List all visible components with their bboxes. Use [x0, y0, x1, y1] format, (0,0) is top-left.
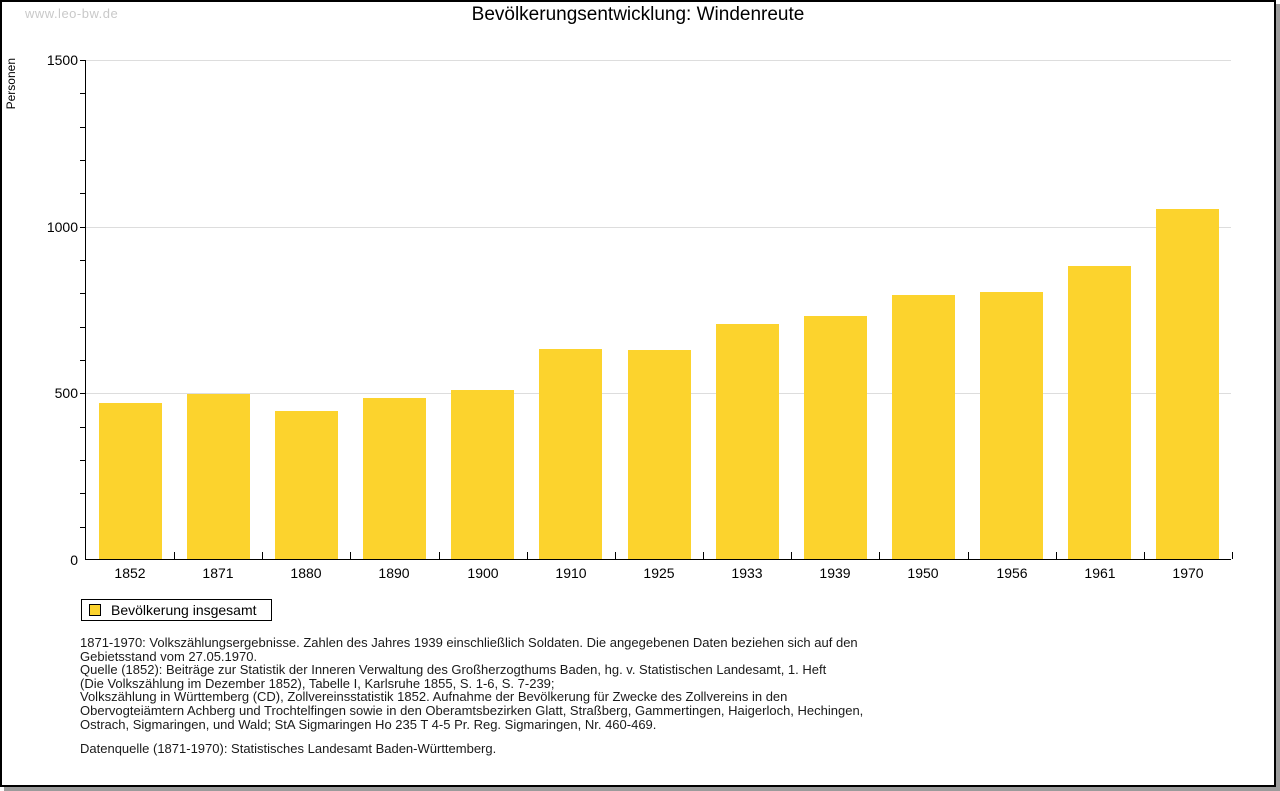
- bar-1880: [275, 411, 338, 559]
- bar-1956: [980, 292, 1043, 559]
- y-axis-tick: [80, 360, 86, 361]
- x-axis-tick: [350, 552, 351, 559]
- x-tick-label-1925: 1925: [643, 565, 675, 581]
- y-tick-label-0: 0: [70, 552, 78, 568]
- y-axis-tick: [80, 127, 86, 128]
- legend-box: Bevölkerung insgesamt: [81, 599, 272, 621]
- bar-1890: [363, 398, 426, 559]
- y-axis-tick: [80, 60, 86, 61]
- y-axis-tick: [80, 393, 86, 394]
- y-axis-tick: [80, 260, 86, 261]
- y-axis-tick: [80, 160, 86, 161]
- y-axis-tick: [80, 293, 86, 294]
- x-tick-label-1950: 1950: [907, 565, 939, 581]
- bar-1910: [539, 349, 602, 559]
- y-axis-tick: [80, 427, 86, 428]
- x-tick-label-1880: 1880: [290, 565, 322, 581]
- bar-1900: [451, 390, 514, 559]
- x-tick-label-1871: 1871: [202, 565, 234, 581]
- x-axis-tick: [703, 552, 704, 559]
- bar-1961: [1068, 266, 1131, 559]
- x-tick-label-1956: 1956: [996, 565, 1028, 581]
- y-tick-label-1500: 1500: [46, 52, 78, 68]
- source-notes: 1871-1970: Volkszählungsergebnisse. Zahl…: [80, 635, 864, 732]
- y-axis-tick: [80, 327, 86, 328]
- x-tick-label-1939: 1939: [819, 565, 851, 581]
- y-tick-label-500: 500: [54, 385, 78, 402]
- y-axis-tick: [80, 493, 86, 494]
- y-axis-tick: [80, 193, 86, 194]
- x-tick-label-1900: 1900: [467, 565, 499, 581]
- watermark: www.leo-bw.de: [25, 6, 119, 21]
- chart-title: Bevölkerungsentwicklung: Windenreute: [471, 4, 805, 25]
- plot-area: 1852 1871 1880 1890 1900 1910 1925 1933 1939 1950…: [80, 60, 1233, 581]
- x-axis-tick: [439, 552, 440, 559]
- x-axis-tick: [791, 552, 792, 559]
- bar-1933: [716, 324, 779, 559]
- gridline-1000: [86, 226, 1231, 228]
- legend-swatch-icon: [89, 604, 101, 616]
- y-axis-tick: [80, 93, 86, 94]
- bar-1852: [99, 403, 162, 559]
- x-tick-label-1933: 1933: [731, 565, 763, 581]
- x-axis-tick: [1144, 552, 1145, 559]
- bar-1950: [892, 295, 955, 559]
- x-axis-tick: [879, 552, 880, 559]
- bar-1871: [187, 394, 250, 559]
- y-axis-tick: [80, 527, 86, 528]
- x-tick-label-1890: 1890: [378, 565, 410, 581]
- x-axis-tick: [1056, 552, 1057, 559]
- x-axis-tick: [615, 552, 616, 559]
- gridline-1500: [86, 60, 1231, 61]
- x-tick-label-1970: 1970: [1172, 565, 1204, 581]
- bar-1970: [1156, 209, 1219, 559]
- x-axis-tick: [527, 552, 528, 559]
- bar-1925: [628, 350, 691, 559]
- x-axis-tick: [968, 552, 969, 559]
- y-axis-tick: [80, 460, 86, 461]
- x-axis-tick: [1232, 552, 1233, 559]
- y-axis-tick: [80, 227, 86, 228]
- x-tick-label-1961: 1961: [1084, 565, 1116, 581]
- data-source-note: Datenquelle (1871-1970): Statistisches L…: [80, 741, 497, 756]
- x-axis-tick: [262, 552, 263, 559]
- x-tick-label-1852: 1852: [114, 565, 146, 581]
- bar-1939: [804, 316, 867, 559]
- legend-label: Bevölkerung insgesamt: [111, 602, 257, 618]
- x-axis-tick: [174, 552, 175, 559]
- y-axis-tick-labels: 0 500 1000 1500: [2, 2, 78, 602]
- x-tick-label-1910: 1910: [555, 565, 587, 581]
- y-tick-label-1000: 1000: [46, 218, 78, 235]
